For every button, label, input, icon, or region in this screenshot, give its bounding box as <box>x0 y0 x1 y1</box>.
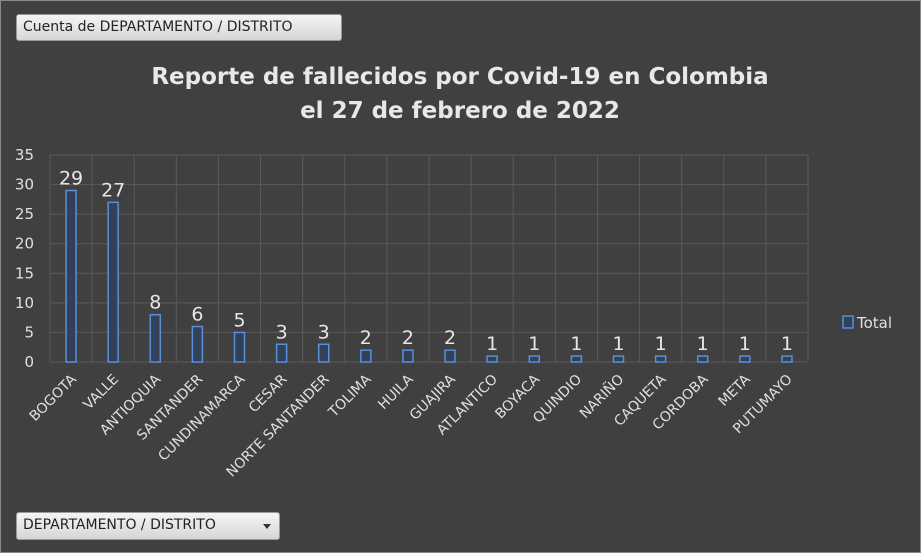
data-label: 1 <box>739 333 751 355</box>
data-label: 8 <box>149 292 161 314</box>
data-label: 3 <box>318 321 330 343</box>
bar <box>402 349 414 363</box>
data-label: 3 <box>276 321 288 343</box>
data-label: 1 <box>781 333 793 355</box>
x-tick-label: VALLE <box>80 372 122 414</box>
data-label: 5 <box>233 309 245 331</box>
bar <box>317 343 330 363</box>
legend-label-total: Total <box>856 314 892 332</box>
y-tick-label: 35 <box>15 146 34 164</box>
chevron-down-icon[interactable] <box>263 524 271 529</box>
bar <box>191 325 204 363</box>
data-label: 6 <box>191 304 203 326</box>
bars <box>65 189 793 363</box>
bar <box>654 355 667 363</box>
bar <box>486 355 498 363</box>
bar <box>528 355 541 363</box>
x-tick-label: HUILA <box>375 371 417 413</box>
data-label: 1 <box>570 333 582 355</box>
data-label: 2 <box>444 327 456 349</box>
legend: Total <box>842 314 892 332</box>
data-label: 2 <box>402 327 414 349</box>
bar <box>696 355 709 363</box>
data-label: 1 <box>486 333 498 355</box>
data-label: 1 <box>697 333 709 355</box>
bar <box>781 355 793 363</box>
bar <box>360 349 372 363</box>
value-field-button[interactable]: Cuenta de DEPARTAMENTO / DISTRITO <box>16 14 342 41</box>
data-label: 1 <box>612 333 624 355</box>
chart-title-line-2: el 27 de febrero de 2022 <box>300 98 620 124</box>
bar <box>275 343 288 363</box>
data-label: 2 <box>360 327 372 349</box>
y-tick-label: 0 <box>24 353 34 371</box>
y-tick-label: 10 <box>15 294 34 312</box>
data-label: 27 <box>101 179 125 201</box>
data-label: 1 <box>655 333 667 355</box>
y-tick-label: 15 <box>15 264 34 282</box>
y-tick-label: 25 <box>15 205 34 223</box>
bar <box>612 355 625 363</box>
axis-field-dropdown[interactable]: DEPARTAMENTO / DISTRITO <box>16 512 280 540</box>
bar <box>65 189 77 363</box>
x-tick-label: BOGOTA <box>27 371 81 425</box>
axis-field-label: DEPARTAMENTO / DISTRITO <box>23 517 216 533</box>
x-axis-labels: BOGOTA VALLEANTIOQUIASANTANDERCUNDINAMARC… <box>27 371 796 481</box>
x-tick-label: TOLIMA <box>325 371 375 421</box>
chart-title-line-1: Reporte de fallecidos por Covid-19 en Co… <box>151 64 769 90</box>
data-label: 29 <box>59 167 83 189</box>
legend-swatch <box>842 315 854 329</box>
x-tick-label: META <box>716 371 754 409</box>
gridlines <box>49 154 809 363</box>
bar <box>570 355 583 363</box>
y-tick-label: 20 <box>15 235 34 253</box>
data-label: 1 <box>528 333 540 355</box>
chart-title: Reporte de fallecidos por Covid-19 en Co… <box>120 60 800 128</box>
bar <box>149 313 162 363</box>
y-axis-ticks: 0 5 10 15 20 25 30 35 <box>15 146 34 371</box>
bar <box>107 201 119 363</box>
data-labels: 29 27 8 6 5 3 3 2 2 2 1 1 1 1 1 1 1 1 <box>59 167 793 355</box>
y-tick-label: 30 <box>15 176 34 194</box>
bar <box>739 355 751 363</box>
y-tick-label: 5 <box>24 323 34 341</box>
bar <box>233 331 246 363</box>
bar <box>444 349 456 363</box>
